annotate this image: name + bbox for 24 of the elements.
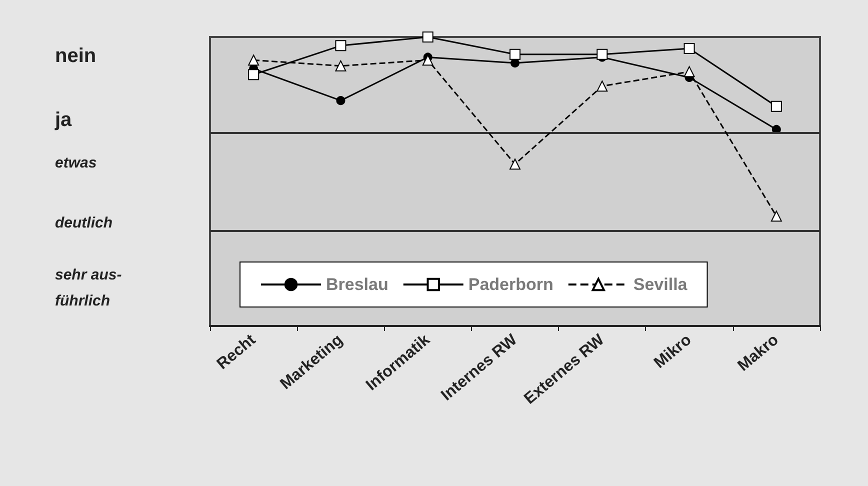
point bbox=[510, 58, 520, 68]
point bbox=[248, 69, 260, 80]
point bbox=[510, 48, 520, 60]
text: deutlich bbox=[55, 214, 113, 232]
legend-label: Breslau bbox=[326, 275, 388, 294]
point bbox=[684, 66, 695, 78]
point bbox=[422, 32, 434, 42]
point bbox=[596, 48, 608, 60]
point bbox=[335, 60, 346, 72]
text: sehr aus- führlich bbox=[55, 266, 122, 310]
point bbox=[422, 54, 434, 66]
text: nein bbox=[55, 45, 96, 67]
point bbox=[596, 80, 608, 92]
point bbox=[770, 100, 782, 112]
point bbox=[684, 43, 695, 54]
legend-label: Paderborn bbox=[468, 275, 554, 294]
legend-label: Sevilla bbox=[633, 275, 688, 294]
point bbox=[335, 40, 346, 52]
text: etwas bbox=[55, 154, 97, 172]
text: ja bbox=[54, 109, 73, 131]
point bbox=[248, 54, 260, 66]
point bbox=[510, 158, 520, 170]
point bbox=[770, 210, 782, 222]
point bbox=[336, 96, 346, 106]
